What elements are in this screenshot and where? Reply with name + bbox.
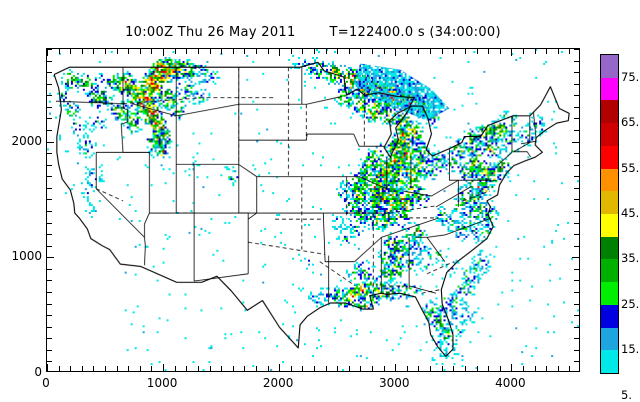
colorbar-tick-label: 55.	[621, 160, 640, 175]
plot-area[interactable]	[46, 48, 580, 372]
colorbar-band	[601, 350, 618, 374]
plot-title: 10:00Z Thu 26 May 2011 T=122400.0 s (34:0…	[46, 22, 580, 42]
title-timestamp: 10:00Z Thu 26 May 2011	[125, 24, 296, 40]
colorbar-band	[601, 100, 618, 124]
colorbar-band	[601, 123, 618, 146]
colorbar-band	[601, 145, 618, 169]
colorbar-tick-label: 25.	[621, 296, 640, 311]
x-tick-label: 2000	[262, 376, 294, 390]
y-tick-label: 2000	[11, 133, 42, 148]
colorbar-band	[601, 77, 618, 101]
colorbar[interactable]	[600, 54, 619, 374]
colorbar-band	[601, 168, 618, 192]
y-tick-label: 0	[34, 365, 42, 379]
x-tick-label: 4000	[495, 376, 526, 390]
colorbar-band	[601, 259, 618, 283]
colorbar-tick-label: 15.	[621, 342, 640, 357]
colorbar-tick-label: 65.	[621, 115, 640, 130]
x-tick-label: 0	[42, 376, 50, 390]
colorbar-band	[601, 55, 618, 78]
colorbar-band	[601, 236, 618, 260]
colorbar-tick-label: 5.	[621, 387, 632, 402]
y-tick-label: 1000	[11, 249, 42, 264]
colorbar-tick-label: 45.	[621, 206, 640, 220]
colorbar-band	[601, 282, 618, 305]
colorbar-band	[601, 304, 618, 328]
x-tick-label: 1000	[146, 376, 178, 390]
colorbar-band	[601, 214, 618, 237]
colorbar-tick-label: 35.	[621, 251, 640, 266]
colorbar-band	[601, 191, 618, 215]
reflectivity-field	[47, 49, 579, 371]
colorbar-band	[601, 327, 618, 351]
colorbar-tick-label: 75.	[621, 69, 640, 84]
x-tick-label: 3000	[378, 376, 410, 390]
title-model-time: T=122400.0 s (34:00:00)	[329, 24, 501, 40]
